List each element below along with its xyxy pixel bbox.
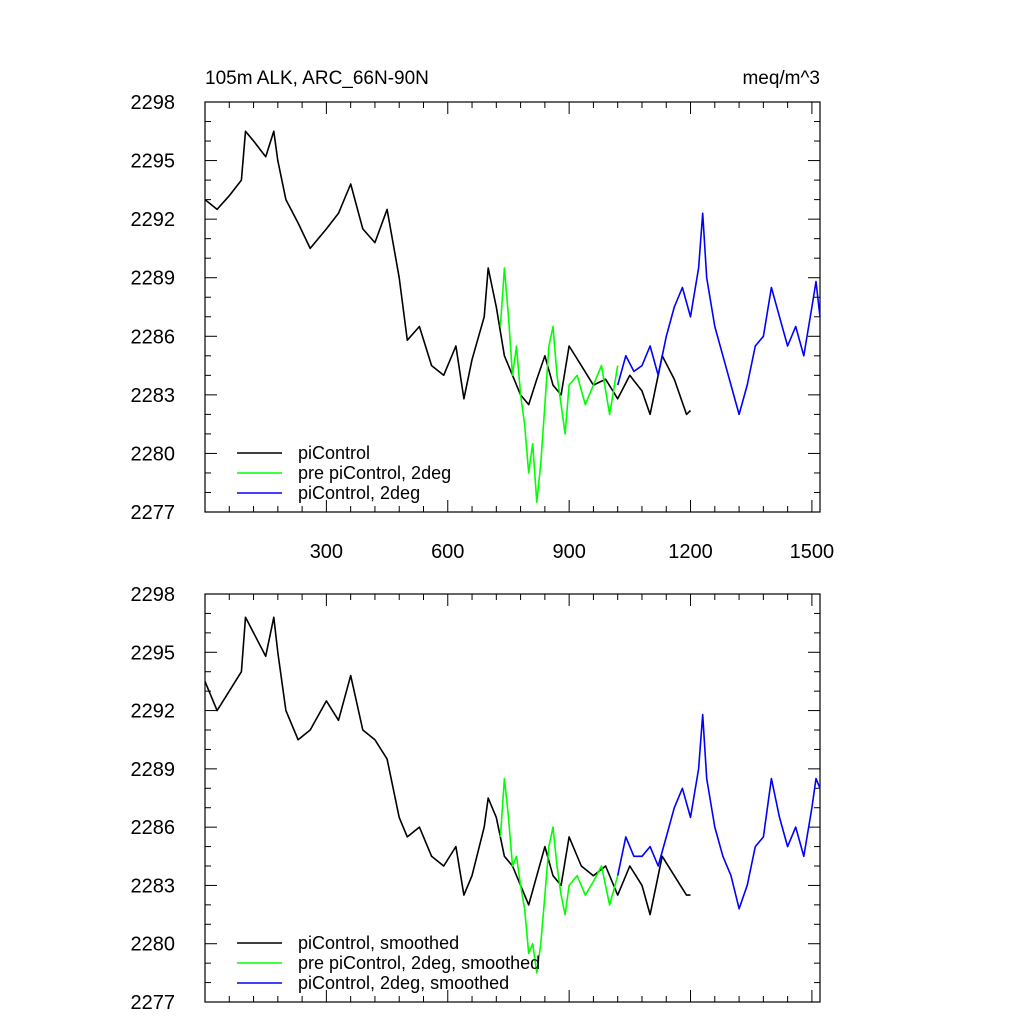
- legend-label: piControl, 2deg, smoothed: [298, 973, 509, 993]
- series-line: [616, 212, 821, 416]
- y-tick-label: 2277: [131, 502, 176, 524]
- y-tick-label: 2292: [131, 209, 176, 231]
- y-tick-label: 2298: [131, 92, 176, 114]
- y-tick-label: 2283: [131, 875, 176, 897]
- units-label: meq/m^3: [742, 68, 820, 89]
- legend-label: piControl: [298, 443, 370, 463]
- legend-label: pre piControl, 2deg, smoothed: [298, 953, 540, 973]
- series-line: [499, 777, 619, 974]
- y-tick-label: 2280: [131, 934, 176, 956]
- plot-frame: [204, 593, 821, 1003]
- chart-title: 105m ALK, ARC_66N-90N: [205, 68, 429, 89]
- top-panel: 2277 2280 2283 2286 2289 2292 2295 2298 300 600 90…: [131, 68, 835, 563]
- y-tick-label: 2289: [131, 759, 176, 781]
- legend-label: piControl, 2deg: [298, 483, 420, 503]
- y-tick-label: 2295: [131, 642, 176, 664]
- y-tick-label: 2289: [131, 268, 176, 290]
- legend-label: pre piControl, 2deg: [298, 463, 451, 483]
- series-line: [204, 130, 692, 416]
- plot-frame: [204, 101, 821, 513]
- series-line: [499, 267, 619, 504]
- y-tick-label: 2280: [131, 443, 176, 465]
- legend-label: piControl, smoothed: [298, 933, 459, 953]
- x-tick-label: 600: [431, 541, 464, 563]
- series-line: [616, 713, 821, 910]
- x-tick-label: 300: [310, 541, 343, 563]
- y-tick-label: 2286: [131, 817, 176, 839]
- y-tick-label: 2298: [131, 584, 176, 606]
- x-tick-label: 1500: [790, 541, 835, 563]
- y-tick-label: 2283: [131, 385, 176, 407]
- y-tick-label: 2277: [131, 992, 176, 1014]
- x-tick-label: 1200: [668, 541, 713, 563]
- bottom-panel: 2277 2280 2283 2286 2289 2292 2295 2298 piContro…: [131, 584, 821, 1014]
- x-tick-label: 900: [552, 541, 585, 563]
- y-tick-label: 2286: [131, 326, 176, 348]
- series-line: [204, 616, 691, 916]
- y-tick-label: 2292: [131, 701, 176, 723]
- y-tick-label: 2295: [131, 151, 176, 173]
